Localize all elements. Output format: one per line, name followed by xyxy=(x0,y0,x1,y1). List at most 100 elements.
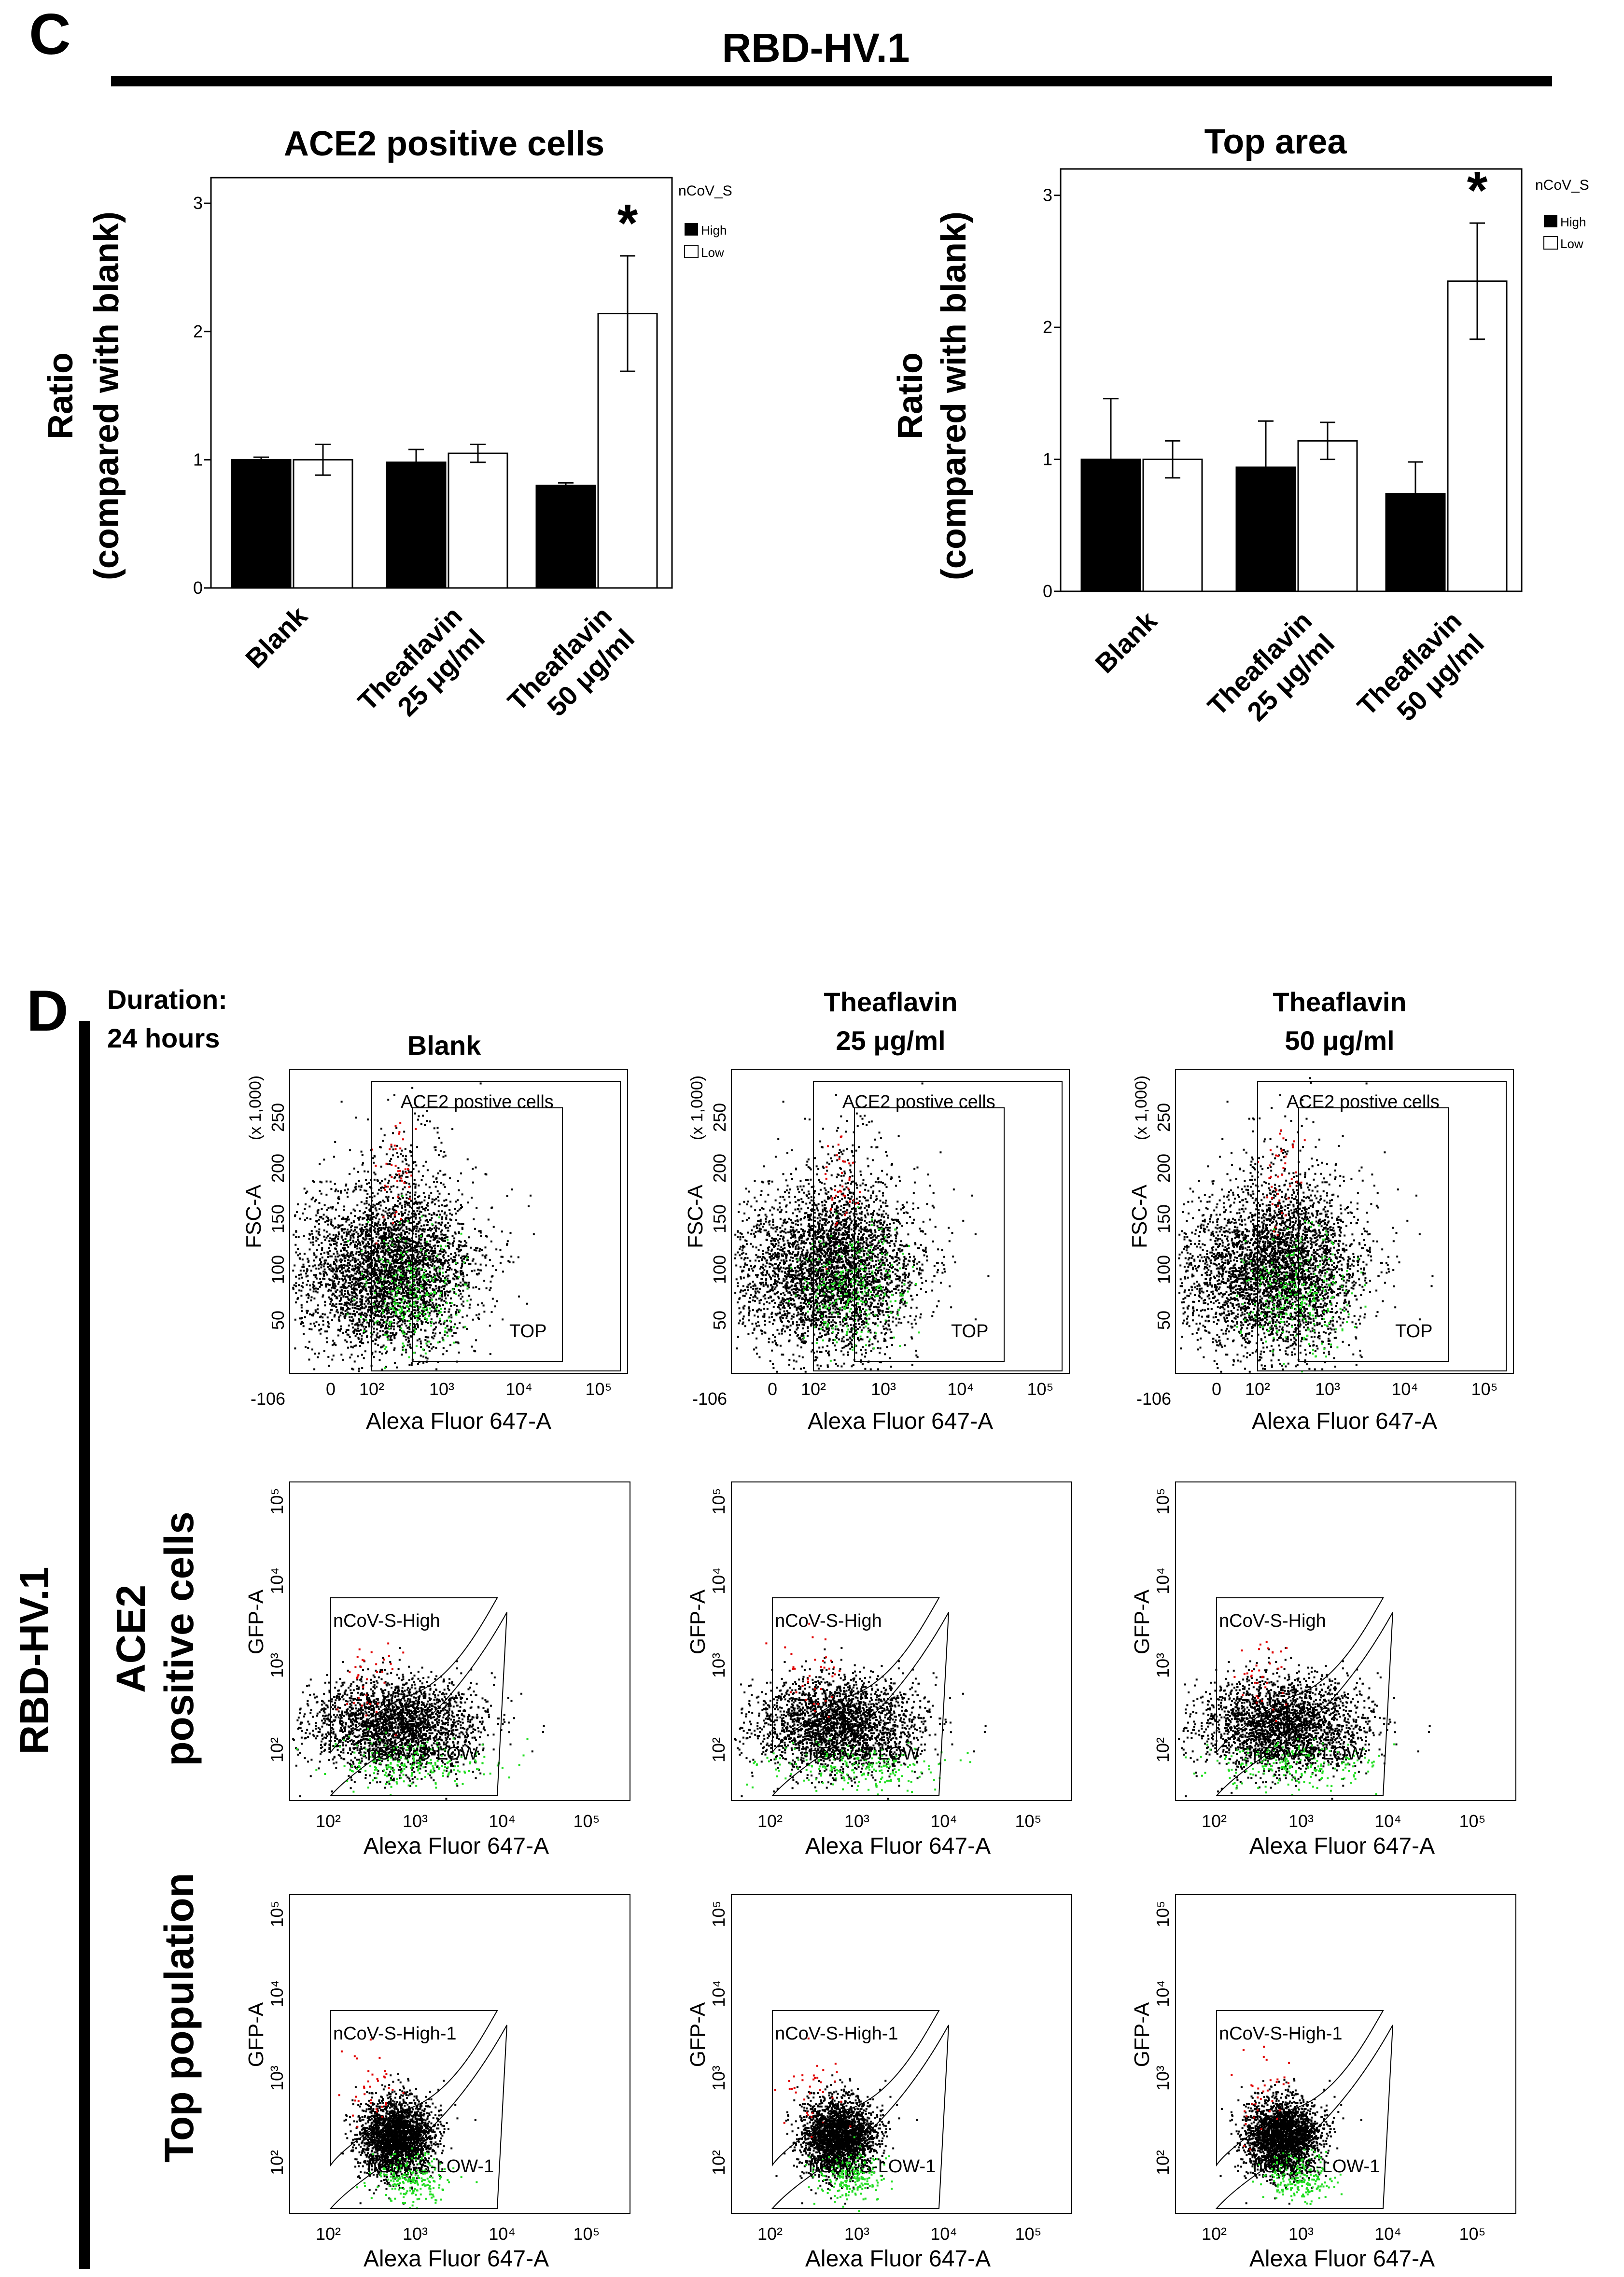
y-axis-multiplier: (x 1,000) xyxy=(1132,1076,1150,1140)
gate-high-label: nCoV-S-High-1 xyxy=(333,2024,457,2044)
gate-low-label: nCoV-S-LOW-1 xyxy=(1253,2156,1380,2177)
y-tick-label: 0 xyxy=(1043,581,1052,601)
gate-top-label: TOP xyxy=(951,1321,988,1341)
event-dots-red xyxy=(1231,2045,1290,2151)
x-axis-label: Alexa Fluor 647-A xyxy=(805,2246,991,2272)
y-tick-label: 10³ xyxy=(267,2066,287,2091)
gate-low-label: nCoV-S-LOW xyxy=(367,1744,478,1764)
y-axis-label: GFP-A xyxy=(1130,1589,1154,1654)
column-header-2-line2: 25 μg/ml xyxy=(836,1025,945,1056)
y-tick-label: 250 xyxy=(710,1103,729,1132)
x-tick-label: 10² xyxy=(801,1379,826,1399)
x-tick-label: 10⁴ xyxy=(489,2224,516,2244)
event-dots-red xyxy=(371,1122,417,1244)
x-tick-label: 10² xyxy=(316,2224,341,2244)
duration-line1: Duration: xyxy=(107,984,227,1015)
plot-frame xyxy=(731,1481,1072,1801)
y-tick-label: 50 xyxy=(1154,1311,1174,1330)
event-dots-green xyxy=(805,2136,893,2212)
x-tick-label: -106 xyxy=(251,1389,285,1409)
fsc-scatter-plot-2: ACE2 postive cells TOP FSC-A (x 1,000) 50 100… xyxy=(684,1069,1070,1434)
y-tick-label: 2 xyxy=(193,321,203,341)
x-tick-label: 10² xyxy=(316,1811,341,1831)
y-tick-label: 10⁵ xyxy=(267,1901,287,1928)
event-dots-black xyxy=(1178,1647,1431,1800)
x-tick-label: 10⁴ xyxy=(489,1811,516,1831)
plot-frame xyxy=(289,1894,630,2214)
y-tick-label: 2 xyxy=(1043,317,1052,337)
x-tick-label: 10⁴ xyxy=(505,1379,532,1399)
x-tick-label: 10⁴ xyxy=(1374,1811,1401,1831)
x-axis-label: Alexa Fluor 647-A xyxy=(1249,1833,1435,1859)
x-tick-label: 10² xyxy=(1202,2224,1227,2244)
legend-title: nCoV_S xyxy=(1535,177,1589,193)
x-tick-label: 10⁵ xyxy=(1015,2224,1042,2244)
bar-high-1 xyxy=(386,461,447,589)
gate-ace2 xyxy=(813,1081,1063,1371)
y-tick-label: 150 xyxy=(710,1204,729,1233)
y-tick-label: 150 xyxy=(1154,1204,1174,1233)
x-tick-label: 10⁵ xyxy=(574,2224,600,2244)
legend-label-high: High xyxy=(1560,215,1586,229)
y-tick-label: 250 xyxy=(268,1103,288,1132)
event-dots-black xyxy=(292,1117,535,1372)
flow-cytometry-panels: ACE2 postive cells TOP FSC-A (x 1,000) 50 100… xyxy=(242,1069,1516,2272)
x-tick-label: 10⁴ xyxy=(1374,2224,1401,2244)
event-dots-black xyxy=(292,1647,545,1800)
x-tick-label: 10³ xyxy=(403,2224,428,2244)
gate-high-label: nCoV-S-High-1 xyxy=(1219,2024,1343,2044)
category-label-1: Theaflavin25 μg/ml xyxy=(1202,605,1340,744)
y-tick-label: 10⁴ xyxy=(1153,1980,1173,2007)
x-tick-label: 0 xyxy=(1212,1379,1221,1399)
y-tick-label: 10⁴ xyxy=(709,1567,728,1594)
x-tick-label: 10² xyxy=(1245,1379,1270,1399)
legend-swatch-low xyxy=(1543,236,1558,250)
y-tick-label: 250 xyxy=(1154,1103,1174,1132)
y-axis-multiplier: (x 1,000) xyxy=(688,1076,706,1140)
bar-high-0 xyxy=(231,459,292,589)
legend-swatch-low xyxy=(684,245,699,258)
x-tick-label: 10² xyxy=(757,2224,783,2244)
x-tick-label: 10⁴ xyxy=(947,1379,974,1399)
gate-ace2-label: ACE2 postive cells xyxy=(1287,1092,1440,1112)
event-dots-green xyxy=(356,2147,478,2209)
y-tick-label: 50 xyxy=(710,1311,729,1330)
x-tick-label: 10⁴ xyxy=(930,1811,957,1831)
x-tick-label: -106 xyxy=(692,1389,727,1409)
x-tick-label: 10³ xyxy=(403,1811,428,1831)
y-axis-label: GFP-A xyxy=(244,1589,268,1654)
event-dots-black-upper xyxy=(325,1082,532,1371)
category-label-2: Theaflavin50 μg/ml xyxy=(502,601,640,739)
gate-low xyxy=(771,2025,949,2209)
x-tick-label: -106 xyxy=(1136,1389,1171,1409)
category-label-line: Blank xyxy=(1089,605,1163,679)
plot-frame xyxy=(289,1481,630,1801)
x-axis-label: Alexa Fluor 647-A xyxy=(364,1833,549,1859)
column-header-3-line2: 50 μg/ml xyxy=(1285,1025,1394,1056)
y-tick-label: 10⁴ xyxy=(1153,1567,1173,1594)
bar-low-1 xyxy=(448,452,508,589)
y-tick-label: 200 xyxy=(1154,1154,1174,1183)
x-tick-label: 10⁵ xyxy=(1459,2224,1486,2244)
event-dots-red xyxy=(765,1622,841,1718)
y-axis-label-line2: (compared with blank) xyxy=(87,211,126,580)
y-tick-label: 10⁴ xyxy=(267,1567,287,1594)
bar-low-1 xyxy=(1297,440,1358,592)
y-tick-label: 10³ xyxy=(709,1653,728,1678)
gate-ace2-label: ACE2 postive cells xyxy=(401,1092,554,1112)
gate-ace2 xyxy=(371,1081,621,1371)
gate-ace2-label: ACE2 postive cells xyxy=(842,1092,995,1112)
ace2-gfp-plot-1: nCoV-S-High nCoV-S-LOW GFP-A 10² 10³ 10⁴ 10⁵ 10… xyxy=(244,1481,630,1859)
ace2-gfp-plot-2: nCoV-S-High nCoV-S-LOW GFP-A 10² 10³ 10⁴ 10⁵ 10… xyxy=(686,1481,1072,1859)
y-tick-label: 10⁵ xyxy=(709,1901,728,1928)
x-tick-label: 10³ xyxy=(844,2224,869,2244)
plot-frame xyxy=(731,1069,1070,1374)
column-header-1-line2: Blank xyxy=(407,1030,481,1061)
x-tick-label: 10³ xyxy=(429,1379,454,1399)
y-axis-label: GFP-A xyxy=(244,2002,268,2067)
significance-asterisk: * xyxy=(1467,161,1488,220)
ace2-gfp-plot-3: nCoV-S-High nCoV-S-LOW GFP-A 10² 10³ 10⁴ 10⁵ 10… xyxy=(1130,1481,1516,1859)
event-dots-black-upper xyxy=(1206,1077,1417,1370)
gate-low xyxy=(771,1612,949,1796)
y-tick-label: 200 xyxy=(710,1154,729,1183)
